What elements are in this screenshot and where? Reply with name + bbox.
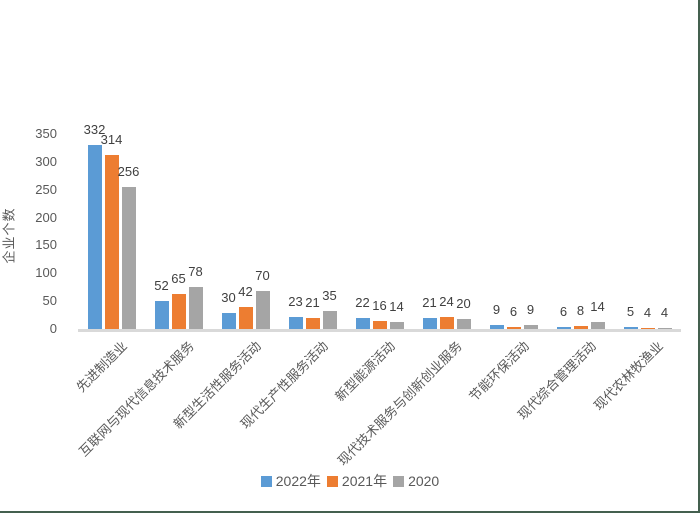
value-label: 30 — [221, 290, 236, 306]
value-label: 332 — [83, 122, 106, 138]
bar-2020-先进制造业 — [121, 187, 136, 330]
bar-2020-现代生产性服务活动 — [322, 310, 337, 330]
y-tick-label: 300 — [35, 153, 57, 169]
category-label: 互联网与现代信息技术服务 — [76, 338, 198, 460]
y-tick-label: 50 — [42, 293, 57, 309]
legend-swatch-icon — [326, 475, 338, 487]
bar-2020-新型生活性服务活动 — [255, 291, 270, 330]
value-label: 314 — [100, 132, 123, 148]
bar-2022年-现代技术服务与创新创业服务 — [422, 318, 437, 330]
bar-2022年-新型生活性服务活动 — [221, 313, 236, 330]
bar-2021年-新型生活性服务活动 — [238, 306, 253, 330]
bar-2022年-新型能源活动 — [355, 317, 370, 330]
category-label: 现代技术服务与创新创业服务 — [335, 338, 466, 469]
bar-2021年-新型能源活动 — [372, 321, 387, 330]
value-label: 22 — [355, 294, 370, 310]
bar-2021年-现代农林牧渔业 — [640, 327, 655, 330]
y-tick-label: 200 — [35, 209, 57, 225]
legend-item-2022年: 2022年 — [260, 471, 321, 491]
legend-label: 2021年 — [341, 473, 388, 489]
legend-swatch-icon — [393, 475, 405, 487]
value-label: 24 — [439, 293, 454, 309]
legend: 2022年 2021年 2020 — [0, 471, 700, 491]
bar-2022年-现代农林牧渔业 — [623, 327, 638, 330]
bar-2021年-节能环保活动 — [506, 326, 521, 330]
category-label: 节能环保活动 — [466, 338, 533, 405]
value-label: 9 — [492, 301, 501, 317]
bar-2020-现代综合管理活动 — [590, 322, 605, 330]
legend-item-2021年: 2021年 — [326, 471, 388, 491]
value-label: 52 — [154, 278, 169, 294]
value-label: 14 — [389, 299, 404, 315]
bar-2022年-先进制造业 — [87, 145, 102, 330]
legend-swatch-icon — [260, 475, 272, 487]
bar-2021年-现代技术服务与创新创业服务 — [439, 316, 454, 330]
bar-2020-现代农林牧渔业 — [657, 327, 672, 330]
value-label: 4 — [643, 304, 652, 320]
value-label: 6 — [509, 303, 518, 319]
bar-2020-现代技术服务与创新创业服务 — [456, 318, 471, 330]
bar-2022年-现代综合管理活动 — [556, 326, 571, 330]
category-label: 新型能源活动 — [332, 338, 399, 405]
value-label: 16 — [372, 298, 387, 314]
value-label: 23 — [288, 294, 303, 310]
value-label: 20 — [456, 295, 471, 311]
bar-2021年-现代综合管理活动 — [573, 325, 588, 330]
value-label: 8 — [576, 302, 585, 318]
value-label: 42 — [238, 283, 253, 299]
value-label: 78 — [188, 263, 203, 279]
bar-2020-新型能源活动 — [389, 322, 404, 330]
value-label: 256 — [117, 164, 140, 180]
frame-right-border — [698, 0, 700, 513]
bar-2022年-节能环保活动 — [489, 324, 504, 330]
bar-2021年-先进制造业 — [104, 155, 119, 330]
value-label: 4 — [660, 304, 669, 320]
legend-item-2020: 2020 — [393, 473, 439, 489]
frame-bottom-border — [0, 511, 700, 513]
legend-label: 2020 — [408, 473, 440, 489]
x-axis-line — [78, 329, 681, 332]
value-label: 65 — [171, 270, 186, 286]
y-tick-label: 100 — [35, 265, 57, 281]
y-tick-label: 350 — [35, 126, 57, 141]
y-tick-label: 0 — [49, 321, 57, 336]
value-label: 14 — [590, 299, 605, 315]
bar-2020-互联网与现代信息技术服务 — [188, 286, 203, 330]
bar-2021年-互联网与现代信息技术服务 — [171, 293, 186, 330]
bar-2022年-现代生产性服务活动 — [288, 317, 303, 330]
category-label: 先进制造业 — [73, 338, 131, 395]
value-label: 35 — [322, 287, 337, 303]
bar-2021年-现代生产性服务活动 — [305, 318, 320, 330]
value-label: 21 — [422, 295, 437, 311]
value-label: 21 — [305, 295, 320, 311]
bar-2020-节能环保活动 — [523, 324, 538, 330]
y-tick-label: 150 — [35, 237, 57, 253]
value-label: 70 — [255, 268, 270, 283]
value-label: 9 — [526, 301, 535, 317]
legend-label: 2022年 — [275, 473, 321, 489]
category-label: 现代农林牧渔业 — [591, 338, 667, 414]
value-label: 6 — [559, 303, 568, 319]
value-label: 5 — [626, 304, 635, 320]
y-tick-label: 250 — [35, 181, 57, 197]
bar-2022年-互联网与现代信息技术服务 — [154, 301, 169, 330]
